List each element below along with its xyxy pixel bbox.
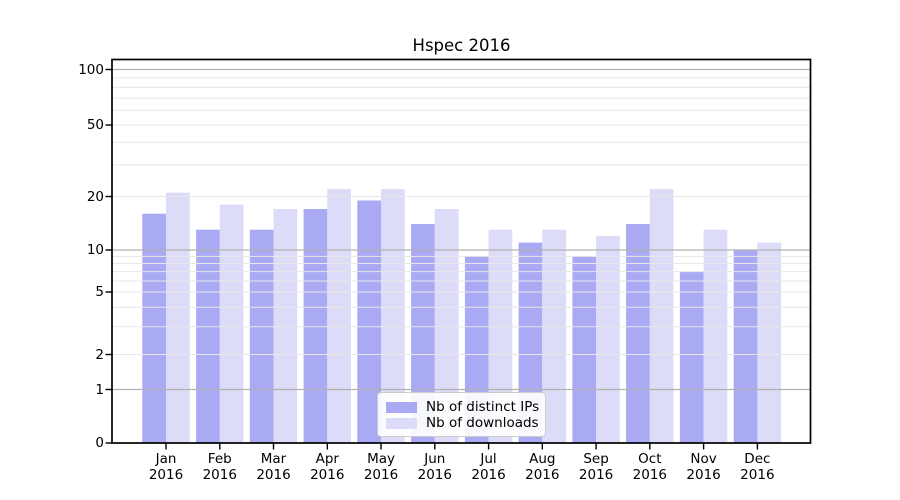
legend-swatch-downloads [386,417,417,429]
bar-jan-distinct-ips [142,213,166,443]
y-tick-label: 20 [86,188,104,205]
x-tick-label-aug: Aug 2016 [525,451,560,483]
bar-oct-distinct-ips [626,224,650,443]
bar-mar-downloads [273,209,298,443]
bar-dec-downloads [757,242,782,443]
y-tick-label: 50 [86,117,104,133]
bar-apr-downloads [327,189,351,443]
x-tick-label-jan: Jan 2016 [148,451,184,483]
y-tick-label: 100 [78,61,104,78]
bar-nov-distinct-ips [679,271,704,443]
bar-nov-downloads [703,229,728,443]
bar-may-distinct-ips [357,200,381,443]
x-tick-label-sep: Sep 2016 [578,451,614,483]
legend-swatch-distinct-ips [386,401,417,413]
x-tick-label-jul: Jul 2016 [471,451,506,483]
bar-feb-distinct-ips [196,229,220,443]
y-tick-label: 1 [95,381,104,398]
bar-may-downloads [381,189,405,443]
bar-mar-distinct-ips [249,229,274,443]
bar-sep-distinct-ips [572,256,597,443]
y-tick-label: 10 [86,242,104,258]
bar-jun-distinct-ips [411,224,435,443]
x-tick-label-dec: Dec 2016 [740,451,775,483]
x-tick-label-feb: Feb 2016 [202,451,237,483]
bar-apr-distinct-ips [303,209,328,443]
legend-label-downloads: Nb of downloads [426,415,539,431]
x-tick-label-may: May 2016 [363,451,399,483]
bar-feb-downloads [219,204,244,443]
legend-item-distinct-ips: Nb of distinct IPs [386,399,540,415]
x-tick-label-jun: Jun 2016 [417,451,452,483]
bar-jan-downloads [166,192,190,443]
bar-dec-distinct-ips [733,250,758,443]
bar-sep-downloads [596,235,620,443]
x-tick-label-mar: Mar 2016 [256,451,291,483]
bar-oct-downloads [649,189,674,443]
bar-jun-downloads [434,209,459,443]
y-tick-label: 5 [95,284,104,300]
plot-border [111,58,812,444]
x-tick-label-apr: Apr 2016 [310,451,345,483]
y-tick-label: 2 [95,346,104,363]
y-tick-label: 0 [95,435,104,451]
legend-label-distinct-ips: Nb of distinct IPs [426,399,540,415]
legend-item-downloads: Nb of downloads [386,415,539,431]
x-tick-label-nov: Nov 2016 [686,451,721,483]
chart-title: Hspec 2016 [412,36,511,55]
legend: Nb of distinct IPs Nb of downloads [377,392,546,437]
x-tick-label-oct: Oct 2016 [632,451,667,483]
